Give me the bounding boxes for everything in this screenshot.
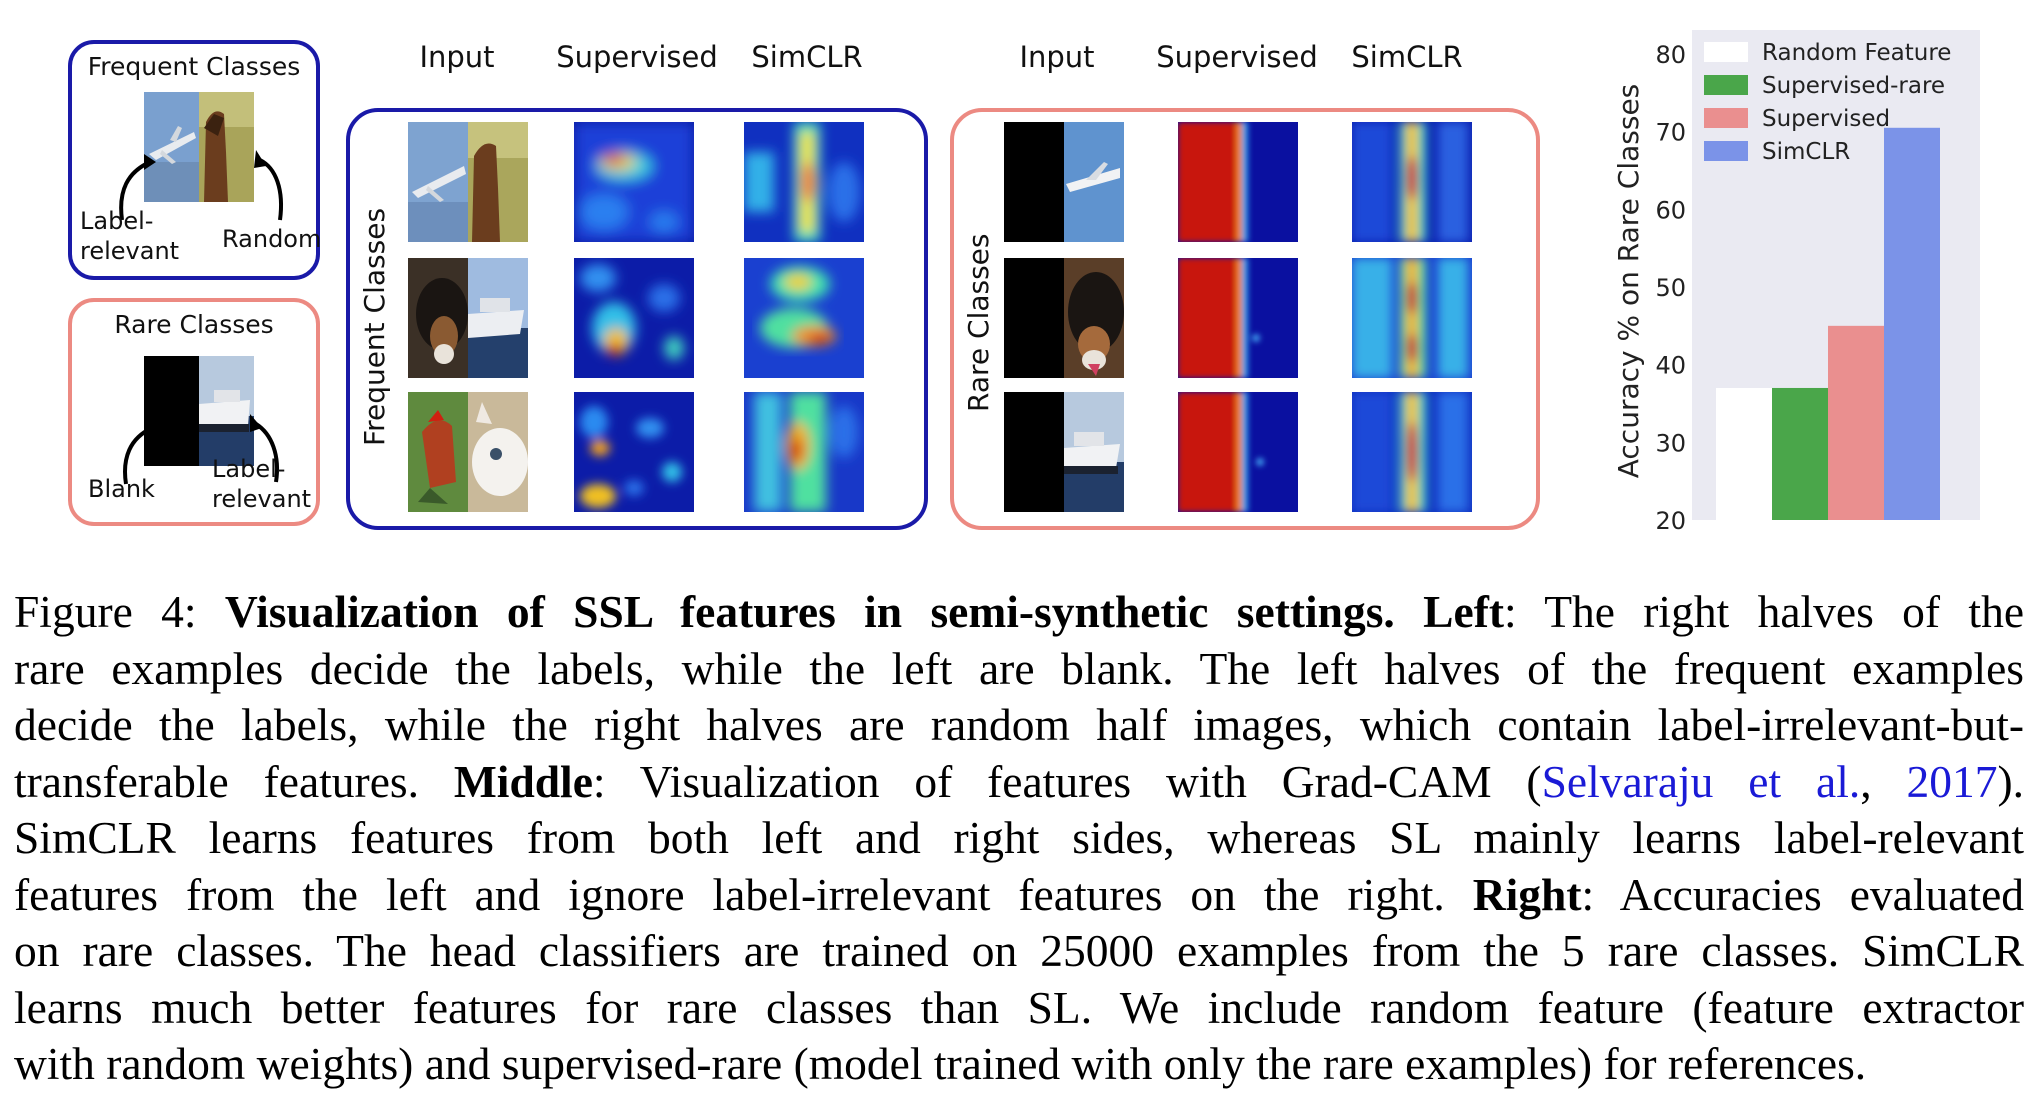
y-tick-label: 30 (1655, 429, 1686, 457)
figure-label: Figure 4: (14, 586, 197, 637)
legend-swatch (1704, 141, 1748, 161)
rare-visualization-panel (950, 108, 1540, 530)
frequent-row-label: Frequent Classes (358, 207, 391, 446)
blank-label: Blank (88, 475, 155, 503)
rare-simclr-1 (1352, 122, 1472, 242)
rare-simclr-3 (1352, 392, 1472, 512)
y-tick-label: 40 (1655, 352, 1686, 380)
caption-line-3: decide the labels, while the right halve… (14, 699, 2024, 750)
col-input-rare: Input (1019, 40, 1095, 74)
frequent-supervised-2 (574, 258, 694, 378)
citation-year-link[interactable]: 2017 (1906, 755, 1998, 807)
caption-line-2: rare examples decide the labels, while t… (14, 642, 2024, 694)
y-tick-label: 70 (1655, 119, 1686, 147)
caption-text: , (1860, 755, 1907, 807)
caption-text: transferable features. (14, 755, 419, 807)
col-simclr-rare: SimCLR (1351, 40, 1463, 74)
figure: Frequent Classes Label-relevant (0, 0, 2036, 540)
bar-supervised (1828, 325, 1884, 520)
legend-label: Supervised-rare (1762, 73, 1945, 99)
random-arrow-icon (254, 150, 283, 221)
col-input-frequent: Input (419, 40, 495, 74)
legend-swatch (1704, 75, 1748, 95)
rare-simclr-2 (1352, 258, 1472, 378)
figure-caption: Figure 4: Visualization of SSL features … (14, 584, 2024, 1093)
random-label: Random (222, 225, 322, 253)
caption-right-bold: Right (1472, 868, 1582, 920)
rare-row-label: Rare Classes (962, 233, 995, 413)
col-supervised-rare: Supervised (1156, 40, 1318, 74)
caption-line-8: learns much better features for rare cla… (14, 981, 2024, 1033)
blank-arrow-icon (123, 420, 158, 485)
rare-classes-title: Rare Classes (114, 310, 274, 339)
caption-text: features from the left and ignore label-… (14, 868, 1445, 920)
bar-supervised-rare (1772, 387, 1828, 520)
frequent-supervised-1 (574, 122, 694, 242)
caption-text: : Visualization of features with Grad-CA… (592, 755, 1542, 807)
legend-swatch (1704, 42, 1748, 62)
y-tick-label: 80 (1655, 41, 1686, 69)
col-supervised-frequent: Supervised (556, 40, 718, 74)
y-tick-label: 20 (1655, 507, 1686, 530)
frequent-simclr-1 (744, 122, 864, 242)
frequent-simclr-3 (744, 392, 864, 512)
legend-label: SimCLR (1762, 139, 1850, 165)
caption-line-7: on rare classes. The head classifiers ar… (14, 925, 2024, 976)
frequent-input-1 (408, 122, 528, 242)
caption-line-9: with random weights) and supervised-rare… (14, 1038, 1867, 1089)
caption-line-1: Figure 4: Visualization of SSL features … (14, 584, 2024, 641)
caption-line-6: features from the left and ignore label-… (14, 867, 2024, 924)
caption-text: ). (1997, 755, 2025, 807)
label-relevant-arrow-icon (119, 154, 156, 221)
frequent-supervised-3 (574, 392, 694, 512)
caption-text: : The right halves of the (1504, 586, 2025, 637)
rare-input-1 (1004, 122, 1124, 242)
bar-simclr (1884, 127, 1940, 521)
caption-title: Visualization of SSL features in semi-sy… (224, 586, 1395, 637)
rare-example-image (144, 356, 254, 466)
rare-supervised-2 (1178, 258, 1298, 378)
y-axis-label: Accuracy % on Rare Classes (1612, 84, 1645, 479)
legend-label: Random Feature (1762, 40, 1951, 66)
rare-input-3 (1004, 392, 1124, 512)
caption-line-4: transferable features. Middle: Visualiza… (14, 754, 2024, 811)
legend-swatch (1704, 108, 1748, 128)
y-tick-label: 50 (1655, 274, 1686, 302)
caption-left-bold: Left (1423, 586, 1505, 637)
rare-supervised-3 (1178, 392, 1298, 512)
rare-label-relevant-label: Label-relevant (212, 455, 312, 513)
rare-input-2 (1004, 258, 1124, 378)
col-simclr-frequent: SimCLR (751, 40, 863, 74)
citation-author-link[interactable]: Selvaraju et al. (1541, 755, 1861, 807)
frequent-example-image (144, 92, 254, 202)
frequent-simclr-2 (744, 258, 864, 378)
caption-line-5: SimCLR learns features from both left an… (14, 812, 2024, 863)
rare-classes-legend: Rare Classes Blank Label-relevant (68, 298, 320, 526)
caption-text: : Accuracies evaluated (1581, 868, 2025, 920)
legend-label: Supervised (1762, 106, 1890, 132)
rare-supervised-1 (1178, 122, 1298, 242)
y-tick-label: 60 (1655, 196, 1686, 224)
label-relevant-arrow-icon-2 (250, 414, 279, 483)
frequent-classes-title: Frequent Classes (87, 52, 301, 81)
frequent-input-2 (408, 258, 528, 378)
caption-middle-bold: Middle (453, 755, 593, 807)
bar-random-feature (1716, 387, 1772, 520)
accuracy-bar-chart: 20 30 40 50 60 70 80 Accuracy % on Rare Classe… (1612, 30, 1980, 530)
label-relevant-label: Label-relevant (80, 207, 180, 265)
frequent-input-3 (408, 392, 528, 512)
frequent-classes-legend: Frequent Classes Label-relevant (68, 40, 322, 280)
frequent-visualization-panel (346, 108, 928, 530)
